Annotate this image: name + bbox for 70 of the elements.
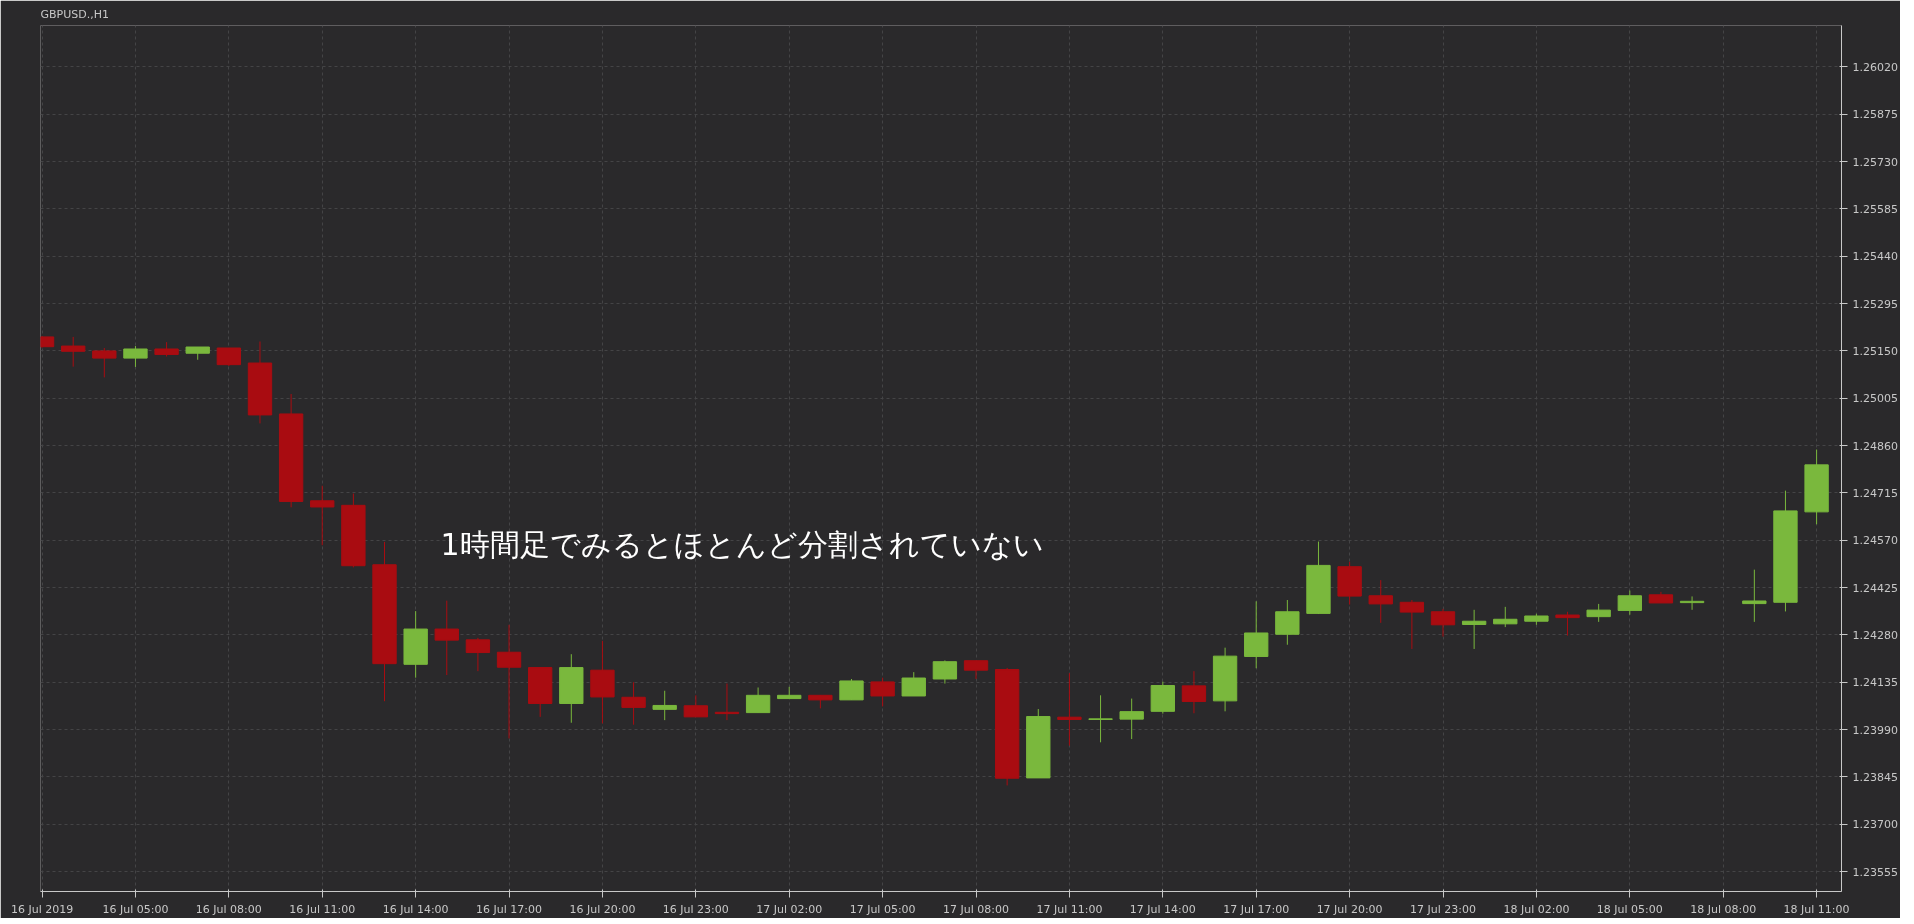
- chart-title: GBPUSD.,H1: [40, 7, 109, 21]
- x-tick-label: 18 Jul 02:00: [1503, 902, 1570, 916]
- y-tick-label: 1.24280: [1852, 628, 1898, 642]
- candlestick: [1244, 600, 1269, 669]
- y-tick-label: 1.25295: [1852, 297, 1898, 311]
- candlestick: [839, 678, 864, 701]
- candlestick: [310, 485, 335, 546]
- y-tick-label: 1.25585: [1852, 202, 1898, 216]
- candlestick: [1617, 590, 1642, 616]
- candlestick: [123, 345, 148, 368]
- candlestick: [932, 659, 958, 685]
- x-tick-label: 17 Jul 02:00: [756, 902, 823, 916]
- candlestick: [61, 336, 86, 368]
- x-tick-label: 16 Jul 11:00: [289, 902, 356, 916]
- candlestick: [465, 637, 491, 672]
- candlestick: [901, 671, 926, 697]
- y-tick-label: 1.25440: [1852, 250, 1898, 264]
- x-tick-label: 17 Jul 20:00: [1316, 902, 1383, 916]
- annotation: 1時間足でみるとほとんど分割されていない: [440, 526, 1044, 562]
- candlestick: [1057, 672, 1082, 747]
- x-tick-label: 16 Jul 08:00: [195, 902, 262, 916]
- x-tick-label: 17 Jul 14:00: [1129, 902, 1196, 916]
- y-tick-label: 1.24860: [1852, 439, 1898, 453]
- candlestick: [434, 600, 459, 676]
- candlestick: [1088, 694, 1113, 743]
- x-tick-label: 16 Jul 17:00: [476, 902, 543, 916]
- x-tick-label: 16 Jul 20:00: [569, 902, 636, 916]
- y-tick-label: 1.23555: [1852, 865, 1898, 879]
- candlestick: [1399, 599, 1425, 650]
- x-tick-label: 18 Jul 05:00: [1596, 902, 1663, 916]
- candlestick: [963, 660, 989, 680]
- x-tick-label: 17 Jul 11:00: [1036, 902, 1103, 916]
- y-tick-label: 1.25730: [1852, 155, 1898, 169]
- y-tick-label: 1.24425: [1852, 581, 1898, 595]
- x-tick-label: 16 Jul 23:00: [662, 902, 729, 916]
- y-tick-label: 1.24135: [1852, 676, 1898, 690]
- x-tick-label: 18 Jul 08:00: [1690, 902, 1757, 916]
- candlestick: [621, 681, 646, 726]
- y-tick-label: 1.25005: [1852, 392, 1898, 406]
- candlestick: [1430, 608, 1456, 638]
- candlestick: [1493, 606, 1518, 628]
- y-tick-label: 1.26020: [1852, 60, 1898, 74]
- y-tick-label: 1.23845: [1852, 770, 1898, 784]
- candlestick: [683, 694, 709, 718]
- x-tick-label: 16 Jul 2019: [10, 902, 74, 916]
- x-tick-label: 17 Jul 17:00: [1223, 902, 1290, 916]
- candlestick: [1368, 579, 1393, 624]
- candlestick: [1461, 609, 1487, 650]
- candlestick: [1742, 569, 1767, 623]
- y-tick-label: 1.25875: [1852, 108, 1898, 122]
- x-tick-label: 18 Jul 11:00: [1783, 902, 1850, 916]
- y-tick-label: 1.24570: [1852, 534, 1898, 548]
- candlestick: [496, 624, 522, 739]
- y-tick-label: 1.25150: [1852, 344, 1898, 358]
- y-tick-label: 1.23990: [1852, 723, 1898, 737]
- candlestick: [1181, 670, 1207, 714]
- y-tick-label: 1.24715: [1852, 486, 1898, 500]
- candlestick: [745, 686, 771, 714]
- candlestick: [1275, 599, 1300, 646]
- y-tick-label: 1.23700: [1852, 818, 1898, 832]
- x-tick-label: 17 Jul 05:00: [849, 902, 916, 916]
- candlestick: [870, 677, 895, 707]
- x-tick-label: 17 Jul 08:00: [943, 902, 1010, 916]
- x-tick-label: 17 Jul 23:00: [1410, 902, 1476, 916]
- candlestick: [92, 347, 117, 378]
- candlestick: [1555, 611, 1580, 637]
- candlestick: [1119, 698, 1144, 740]
- x-tick-label: 16 Jul 14:00: [382, 902, 449, 916]
- x-tick-label: 16 Jul 05:00: [102, 902, 169, 916]
- candlestick: [652, 690, 677, 721]
